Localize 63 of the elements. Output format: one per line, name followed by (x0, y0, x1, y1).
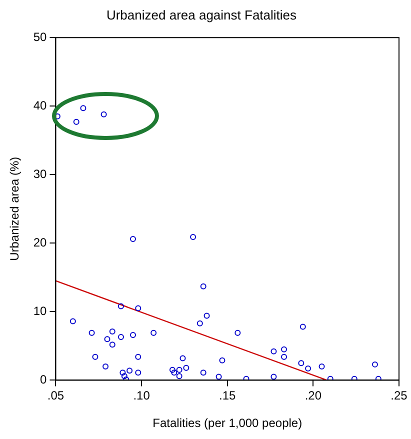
point (118, 334, 124, 340)
point (243, 376, 250, 380)
point (70, 318, 76, 324)
point (130, 332, 136, 338)
point (180, 355, 186, 362)
point (73, 118, 80, 125)
point (102, 363, 109, 370)
chart-title: Urbanized area against Fatalities (106, 7, 298, 22)
point (200, 370, 206, 376)
point (121, 373, 128, 380)
y-tick-label: 20 (33, 235, 48, 250)
x-tick-label: .10 (133, 388, 150, 403)
point (234, 330, 241, 336)
x-axis-title: Fatalities (per 1,000 people) (152, 416, 302, 430)
point (171, 370, 178, 376)
point (375, 376, 382, 380)
point (281, 354, 288, 360)
point (109, 328, 116, 335)
x-tick-label: .25 (390, 388, 408, 403)
y-tick-label: 50 (33, 30, 48, 44)
point (351, 376, 358, 380)
point (281, 346, 288, 352)
point (150, 330, 157, 336)
point (270, 374, 277, 380)
point (56, 113, 60, 120)
point (176, 373, 182, 380)
point (135, 354, 142, 360)
y-tick-label: 40 (33, 98, 48, 112)
point (88, 330, 95, 336)
x-tick-label: .20 (304, 388, 322, 403)
point (298, 360, 304, 366)
y-tick-label: 10 (33, 304, 48, 318)
point (372, 361, 378, 368)
point (104, 336, 110, 342)
y-axis-title: Urbanized area (%) (8, 156, 22, 261)
point (130, 236, 136, 242)
point (318, 363, 325, 370)
point (118, 303, 124, 310)
point (135, 305, 142, 312)
point (183, 364, 190, 371)
point (126, 368, 133, 374)
point (216, 374, 222, 380)
point (120, 370, 126, 376)
point (305, 366, 312, 372)
point (100, 111, 107, 118)
point (190, 234, 196, 240)
point (219, 357, 226, 364)
point (300, 324, 306, 330)
x-tick-label: .15 (219, 388, 236, 403)
y-tick-label: 30 (33, 166, 48, 181)
point (135, 370, 142, 376)
point (200, 283, 206, 290)
point (196, 320, 203, 326)
x-tick-label: .05 (47, 388, 64, 403)
point (204, 312, 210, 319)
y-tick-label: 0 (40, 372, 48, 387)
point (92, 354, 98, 360)
point (169, 366, 176, 373)
point (80, 105, 86, 112)
point (176, 366, 182, 373)
point (327, 376, 334, 380)
point (270, 348, 277, 354)
point (109, 342, 116, 348)
